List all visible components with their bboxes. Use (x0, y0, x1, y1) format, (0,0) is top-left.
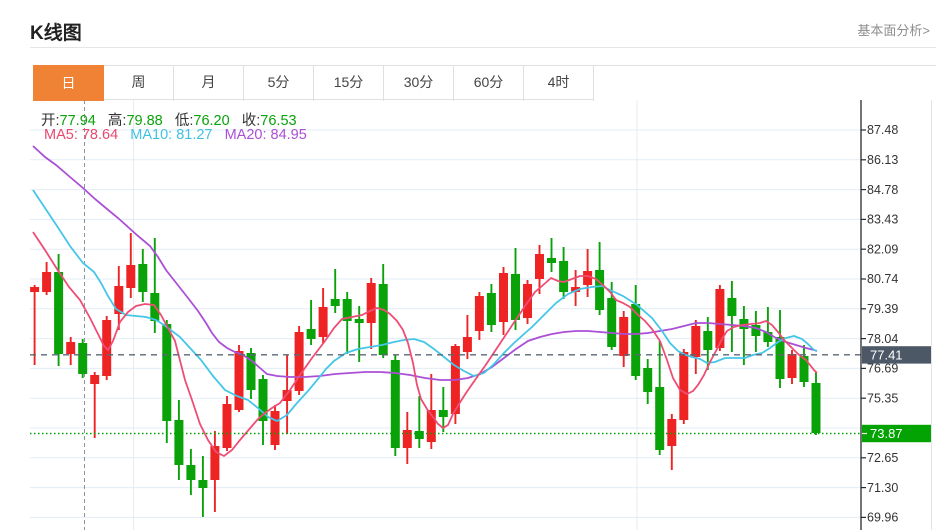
svg-text:86.13: 86.13 (867, 153, 898, 167)
svg-text:72.65: 72.65 (867, 451, 898, 465)
svg-text:84.78: 84.78 (867, 183, 898, 197)
svg-text:69.96: 69.96 (867, 511, 898, 525)
svg-text:71.30: 71.30 (867, 481, 898, 495)
svg-text:79.39: 79.39 (867, 302, 898, 316)
svg-text:82.09: 82.09 (867, 242, 898, 256)
svg-text:87.48: 87.48 (867, 123, 898, 137)
svg-text:78.04: 78.04 (867, 332, 898, 346)
svg-text:73.87: 73.87 (870, 426, 903, 441)
svg-text:80.74: 80.74 (867, 272, 898, 286)
svg-text:77.41: 77.41 (870, 348, 903, 363)
svg-text:83.43: 83.43 (867, 213, 898, 227)
svg-text:75.35: 75.35 (867, 391, 898, 405)
svg-text:76.69: 76.69 (867, 362, 898, 376)
